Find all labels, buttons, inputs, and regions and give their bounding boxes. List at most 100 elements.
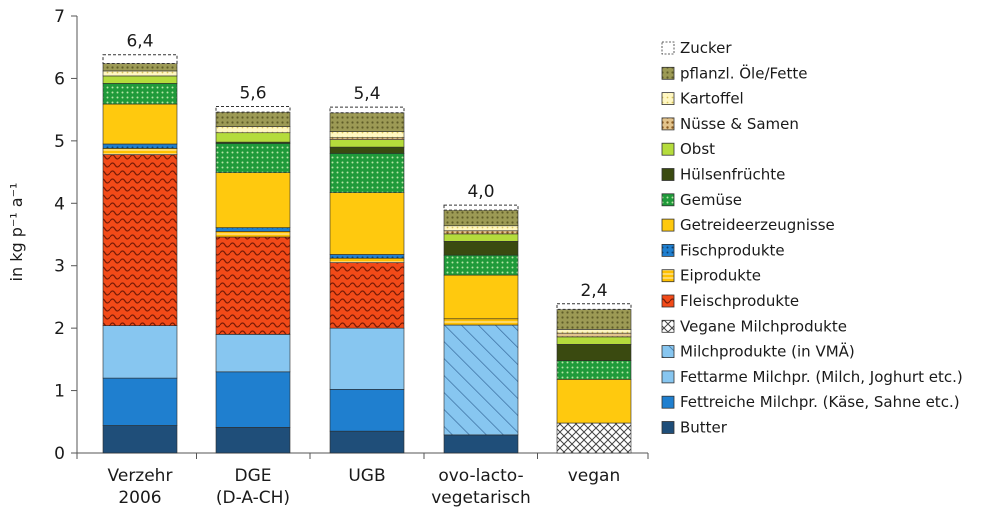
legend-label: Zucker [680,39,732,57]
bar-segment-obst [443,233,519,242]
bar-total-label: 5,4 [353,84,380,104]
bar-segment-fettarme-milchpr-milch-joghurt-etc [329,327,405,390]
legend-item-kartoffel: Kartoffel [661,90,744,108]
legend-swatch [661,92,675,105]
legend-label: Eiprodukte [680,267,761,285]
legend-item-obst: Obst [661,140,715,158]
bar-segment-fettarme-milchpr-milch-joghurt-etc [102,325,178,379]
y-tick-label: 2 [54,319,65,339]
bar-segment-fischprodukte [102,143,178,149]
legend-swatch [661,142,675,156]
y-tick-label: 1 [54,382,65,402]
bar-segment-butter [102,425,178,454]
bar-segment-pflanzl-öle-fette [102,63,178,72]
legend-item-fettreiche-milchpr-käse-sahne-etc: Fettreiche Milchpr. (Käse, Sahne etc.) [661,393,960,411]
bar-total-label: 4,0 [467,182,494,202]
bar-segment-zucker [215,106,291,113]
bar-segment-gemüse [102,83,178,105]
legend-swatch [661,243,675,257]
bar-stack-4 [443,204,519,454]
x-category-label: DGE [234,466,271,486]
bar-segment-butter [329,430,405,454]
y-tick-label: 5 [54,132,65,152]
bar-segment-fettreiche-milchpr-käse-sahne-etc [102,377,178,426]
bar-segment-gemüse [215,143,291,173]
legend-swatch [661,41,675,55]
bar-segment-butter [215,427,291,454]
legend-item-eiprodukte: Eiprodukte [661,267,761,285]
bar-segment-zucker [443,204,519,211]
bar-stack-1 [102,54,178,454]
bar-segment-butter [443,434,519,454]
x-category-label: (D-A-CH) [216,488,290,508]
x-category-label: Verzehr [108,466,173,486]
legend-item-fettarme-milchpr-milch-joghurt-etc: Fettarme Milchpr. (Milch, Joghurt etc.) [661,368,963,386]
legend-swatch [661,319,675,333]
bar-stack-5 [556,303,632,454]
y-tick-label: 6 [54,69,65,89]
bar-segment-getreideerzeugnisse [215,172,291,228]
bar-segment-zucker [102,54,178,64]
legend-label: pflanzl. Öle/Fette [680,63,808,82]
bar-segment-pflanzl-öle-fette [443,209,519,227]
legend-label: Obst [680,140,715,158]
bar-segment-eiprodukte [102,148,178,155]
bar-segment-nüsse-samen [443,230,519,235]
x-category-label: ovo-lacto- [438,466,523,486]
bar-segment-obst [102,75,178,84]
bar-segment-fettarme-milchpr-milch-joghurt-etc [215,334,291,373]
y-tick-label: 4 [54,194,65,214]
bar-segment-kartoffel [215,126,291,134]
bar-segment-milchprodukte-in-vmä [443,324,519,436]
legend-item-zucker: Zucker [661,39,732,57]
legend-label: Vegane Milchprodukte [680,317,847,335]
bar-total-label: 6,4 [126,32,153,52]
legend-item-milchprodukte-in-vmä: Milchprodukte (in VMÄ) [661,342,855,361]
legend-label: Fettarme Milchpr. (Milch, Joghurt etc.) [680,368,963,386]
y-tick-label: 3 [54,257,65,277]
bar-segment-zucker [329,106,405,114]
bar-stack-3 [329,106,405,454]
bar-segment-zucker [556,303,632,310]
x-category-label: vegan [568,466,621,486]
legend-swatch [661,370,675,384]
bar-segment-gemüse [443,254,519,276]
bar-segment-kartoffel [329,131,405,139]
legend-label: Fischprodukte [680,241,785,259]
legend-swatch [661,395,675,409]
legend-label: Butter [680,419,728,437]
legend: Zucker pflanzl. Öle/Fette Kartoffel Nüsse &… [661,39,963,437]
legend-item-fleischprodukte: Fleischprodukte [661,292,799,310]
legend-label: Fettreiche Milchpr. (Käse, Sahne etc.) [680,393,960,411]
legend-item-gemüse: Gemüse [661,191,742,209]
bar-segment-gemüse [329,153,405,193]
legend-swatch [661,294,675,308]
bar-segment-kartoffel [102,70,178,77]
bar-segment-fischprodukte [329,254,405,259]
bar-segment-pflanzl-öle-fette [329,112,405,132]
bar-segment-hülsenfrüchte [443,241,519,256]
legend-item-pflanzl-öle-fette: pflanzl. Öle/Fette [661,63,808,82]
y-tick-label: 0 [54,444,65,464]
x-category-label: UGB [348,466,385,486]
bar-segment-fleischprodukte [102,154,178,326]
x-category-label: 2006 [118,488,161,508]
legend-swatch [661,117,675,131]
bar-total-label: 5,6 [239,84,266,104]
bar-segment-obst [215,132,291,143]
bar-total-label: 2,4 [580,281,607,301]
legend-label: Gemüse [680,191,742,209]
bar-segment-kartoffel [443,225,519,232]
legend-item-nüsse-samen: Nüsse & Samen [661,115,799,133]
legend-label: Hülsenfrüchte [680,166,785,184]
bar-segment-obst [329,139,405,148]
bar-segment-getreideerzeugnisse [556,379,632,424]
bar-segment-pflanzl-öle-fette [215,111,291,127]
legend-swatch [661,421,675,434]
legend-label: Fleischprodukte [680,292,799,310]
bar-segment-eiprodukte [215,231,291,238]
x-category-label: vegetarisch [431,488,531,508]
bar-segment-fettreiche-milchpr-käse-sahne-etc [215,371,291,428]
